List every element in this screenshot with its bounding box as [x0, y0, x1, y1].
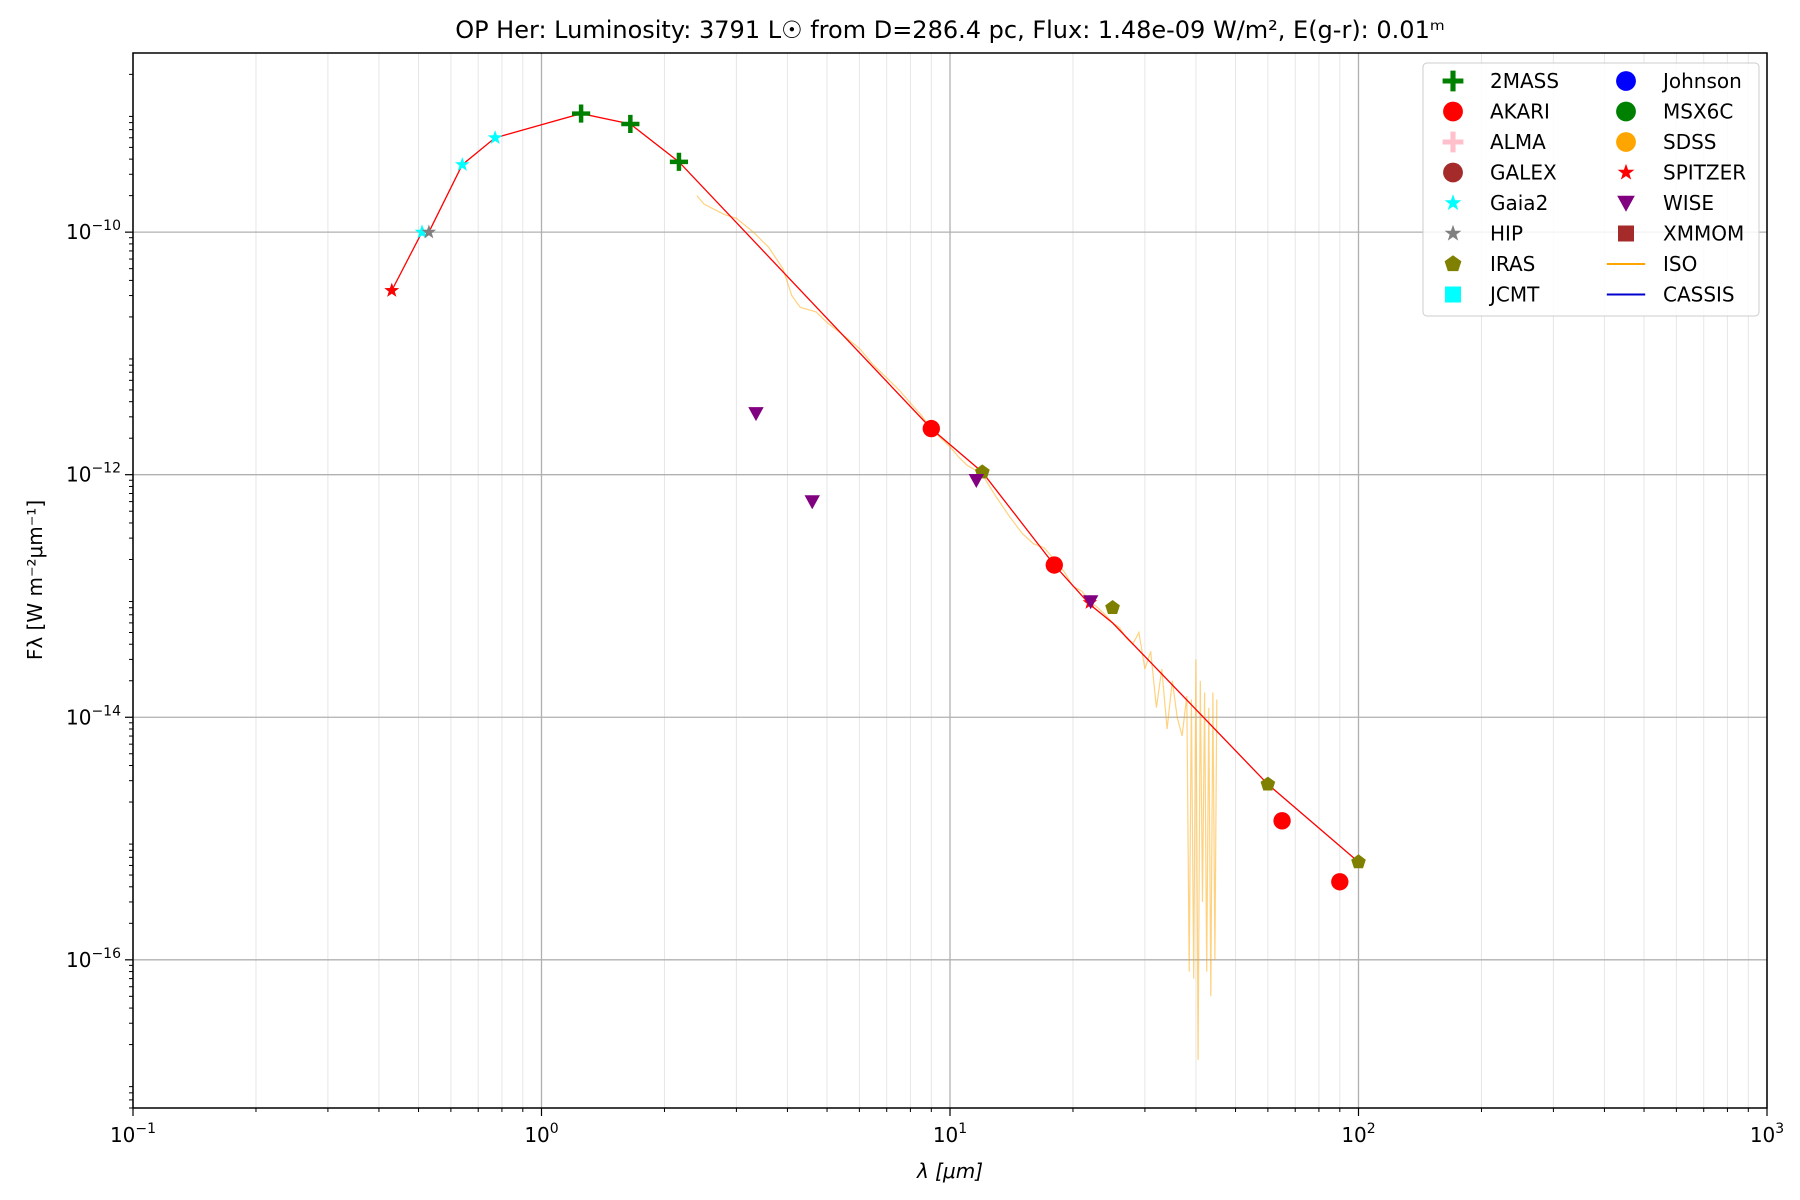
axis-ticks: 10−1 100 101 102 103 10−16 10−14 10−12 10−10 [66, 73, 1784, 1147]
y-axis-label: Fλ [W m⁻²μm⁻¹] [23, 500, 47, 660]
point-2mass [669, 152, 689, 171]
legend-label-jcmt: JCMT [1488, 283, 1540, 307]
legend-label-johnson: Johnson [1661, 69, 1742, 93]
x-tick-label: 103 [1750, 1121, 1784, 1147]
legend: 2MASS AKARI ALMA GALEX Gaia2 HIP IRAS JCMT Johns… [1422, 62, 1760, 317]
y-tick-label: 10−10 [66, 218, 121, 244]
x-tick-label: 102 [1341, 1121, 1375, 1147]
data-markers [384, 104, 1366, 891]
point-gaia2 [414, 224, 430, 239]
legend-label-wise: WISE [1663, 191, 1714, 215]
legend-label-xmmom: XMMOM [1663, 222, 1744, 246]
legend-marker-galex [1443, 162, 1463, 183]
legend-marker-hip [1444, 224, 1462, 241]
x-tick-label: 101 [933, 1121, 967, 1147]
legend-marker-spitzer [1617, 163, 1635, 180]
legend-marker-alma [1442, 131, 1464, 153]
point-akari [1273, 812, 1291, 830]
x-axis-label: λ [μm] [916, 1159, 983, 1183]
point-akari [922, 419, 940, 438]
legend-label-sdss: SDSS [1663, 130, 1717, 154]
legend-label-galex: GALEX [1490, 161, 1557, 185]
legend-label-iso: ISO [1663, 252, 1697, 276]
point-gaia2 [487, 130, 503, 144]
legend-label-gaia2: Gaia2 [1490, 191, 1548, 215]
legend-label-hip: HIP [1490, 222, 1523, 246]
point-2mass [571, 104, 591, 123]
legend-label-spitzer: SPITZER [1663, 161, 1746, 185]
point-hip [421, 224, 437, 239]
legend-marker-johnson [1616, 71, 1636, 91]
point-wise [748, 407, 764, 422]
legend-label-iras: IRAS [1490, 252, 1535, 276]
point-spitzer [384, 282, 400, 297]
legend-marker-2mass [1442, 70, 1464, 92]
legend-label-alma: ALMA [1490, 130, 1546, 154]
grid [132, 53, 1768, 1108]
legend-marker-akari [1443, 101, 1463, 122]
point-iras [1260, 776, 1276, 791]
y-tick-label: 10−12 [66, 461, 121, 487]
legend-marker-jcmt [1445, 286, 1461, 303]
legend-marker-msx6c [1616, 101, 1636, 122]
point-akari [1045, 556, 1063, 574]
point-wise [968, 473, 985, 488]
point-wise [804, 495, 820, 510]
x-tick-label: 100 [524, 1121, 558, 1147]
legend-label-cassis: CASSIS [1663, 283, 1735, 307]
x-tick-label: 10−1 [110, 1121, 156, 1147]
point-2mass [621, 114, 640, 134]
legend-marker-gaia2 [1444, 194, 1462, 211]
chart-title: OP Her: Luminosity: 3791 L☉ from D=286.4… [455, 16, 1445, 44]
point-iras [1351, 854, 1366, 869]
point-gaia2 [455, 157, 470, 171]
y-tick-label: 10−14 [66, 703, 121, 729]
legend-marker-wise [1617, 195, 1635, 212]
legend-marker-iras [1444, 255, 1462, 272]
legend-marker-xmmom [1618, 225, 1634, 242]
legend-label-2mass: 2MASS [1490, 69, 1559, 93]
point-akari [1331, 873, 1349, 891]
legend-label-msx6c: MSX6C [1663, 100, 1733, 124]
legend-label-akari: AKARI [1490, 100, 1550, 124]
point-wise [1082, 595, 1099, 610]
y-tick-label: 10−16 [66, 946, 121, 972]
legend-box [1422, 62, 1760, 317]
legend-marker-sdss [1616, 132, 1636, 152]
point-iras [1105, 600, 1120, 614]
